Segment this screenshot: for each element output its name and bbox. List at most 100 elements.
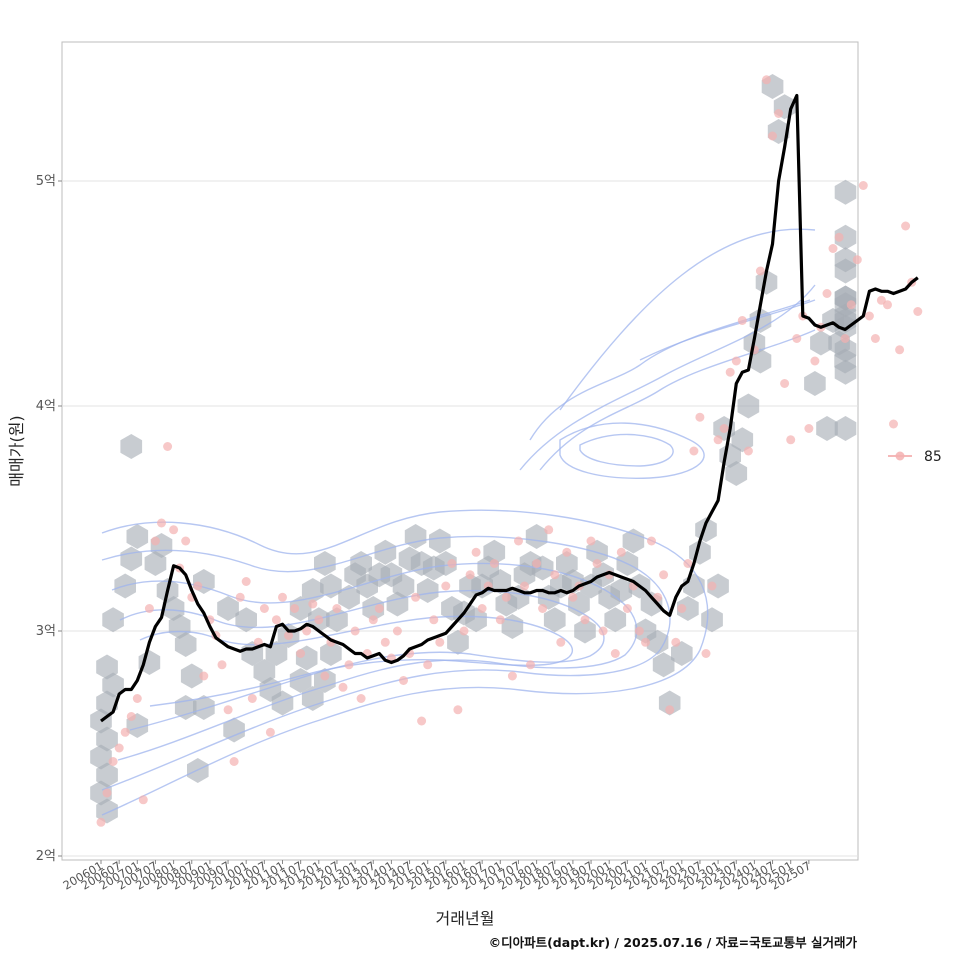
hex-bin [737, 393, 760, 419]
y-axis-ticks: 2억 3억 4억 5억 [36, 174, 62, 864]
density-contour-8 [519, 284, 816, 471]
scatter-point [150, 536, 160, 546]
scatter-point [144, 604, 154, 613]
density-contours [101, 228, 816, 816]
hex-bin [671, 641, 693, 666]
x-axis-title: 거래년월 [436, 909, 495, 928]
y-tick-label: 5억 [36, 174, 56, 189]
hex-bin [501, 614, 524, 639]
scatter-point [380, 637, 390, 647]
hex-bin [96, 654, 118, 680]
scatter-point [126, 712, 136, 721]
hex-bin [525, 524, 548, 549]
scatter-point [314, 615, 324, 625]
hex-bin [677, 596, 699, 621]
scatter-point [338, 682, 348, 692]
scatter-point [108, 757, 118, 766]
scatter-point [181, 536, 191, 546]
scatter-point [169, 525, 179, 535]
scatter-point [665, 705, 675, 715]
scatter-point [429, 615, 439, 625]
y-axis-title: 매매가(원) [7, 415, 26, 486]
scatter-point [913, 307, 923, 316]
scatter-point [532, 559, 542, 568]
scatter-point [374, 604, 384, 613]
scatter-point [453, 705, 463, 715]
scatter-point [846, 300, 856, 310]
scatter-point [229, 757, 239, 766]
scatter-point [157, 518, 166, 528]
scatter-point [423, 660, 433, 670]
scatter-point [634, 626, 644, 636]
scatter-point [659, 570, 669, 580]
scatter-point [647, 536, 656, 546]
scatter-point [707, 581, 717, 591]
scatter-point [259, 604, 269, 613]
scatter-point [435, 637, 445, 647]
hex-bin [652, 652, 675, 678]
hex-bin [217, 596, 239, 621]
scatter-point [526, 660, 535, 670]
density-contour-1 [101, 535, 671, 791]
scatter-point [138, 795, 148, 805]
scatter-point [114, 743, 124, 753]
hex-bin [289, 596, 312, 621]
scatter-point [550, 570, 560, 580]
density-contour-11 [639, 299, 816, 361]
x-axis-ticks: 2006012006072007012007072008012008072009… [60, 858, 813, 892]
scatter-point [320, 671, 330, 681]
hex-bin [749, 348, 772, 374]
hex-bin [804, 371, 826, 396]
density-contour-2 [111, 562, 638, 761]
scatter-point [193, 581, 203, 591]
scatter-point [447, 559, 457, 568]
scatter-point [622, 604, 632, 613]
density-contour-0 [101, 509, 709, 816]
hex-bin [725, 461, 748, 486]
hex-bin [483, 539, 506, 565]
hex-bin [223, 717, 245, 743]
hex-bin [174, 632, 197, 657]
hex-bin [120, 434, 143, 459]
hex-bin [374, 539, 397, 565]
scatter-point [290, 604, 300, 613]
density-contour-6 [539, 329, 816, 471]
scatter-point [132, 694, 142, 703]
hex-bin [622, 528, 645, 554]
hex-bin [834, 416, 857, 441]
hex-bin [326, 607, 348, 633]
hex-bin [350, 551, 372, 576]
scatter-point [889, 419, 898, 429]
hex-bin [126, 524, 149, 549]
y-tick-label: 4억 [36, 399, 56, 414]
scatter-point [810, 356, 820, 366]
scatter-point [762, 75, 771, 85]
density-contour-7 [559, 422, 705, 479]
moving-average-line [100, 93, 919, 723]
hex-bin [658, 690, 681, 716]
scatter-point [828, 244, 838, 253]
scatter-point [278, 592, 287, 602]
scatter-point [489, 559, 499, 568]
hex-bin [810, 330, 832, 356]
scatter-point [465, 570, 475, 580]
scatter-point [598, 626, 608, 636]
scatter-point [719, 424, 729, 433]
scatter-point [840, 334, 850, 343]
scatter-point [495, 615, 505, 625]
scatter-point [677, 604, 687, 613]
hex-bin [314, 551, 336, 576]
scatter-point [417, 716, 427, 726]
scatter-point [713, 435, 723, 445]
scatter-point [883, 300, 892, 310]
scatter-point [102, 788, 112, 798]
scatter-point [368, 615, 378, 625]
scatter-point [556, 637, 566, 647]
scatter-point [592, 559, 602, 568]
scatter-point [271, 615, 281, 625]
scatter-point [774, 109, 784, 118]
hex-bin [574, 618, 596, 644]
scatter-point [895, 345, 905, 355]
scatter-point [689, 446, 699, 456]
